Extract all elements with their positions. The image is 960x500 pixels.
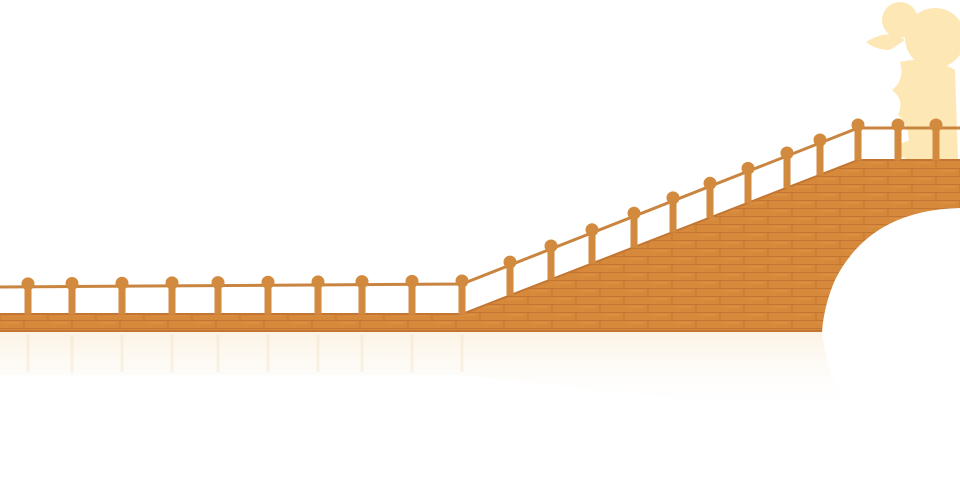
- character-silhouette: [866, 2, 960, 160]
- railing-post-cap: [115, 276, 129, 290]
- railing-post-cap: [165, 276, 179, 290]
- water-reflection: [0, 332, 850, 412]
- railing-post-cap: [405, 274, 419, 288]
- railing-post-cap: [455, 274, 469, 288]
- railing-post-cap: [261, 275, 275, 289]
- railing-post-cap: [627, 206, 641, 220]
- railing-post-cap: [211, 276, 225, 290]
- brick-bridge: [0, 160, 960, 332]
- bridge-railing: [0, 118, 960, 315]
- railing-post-cap: [544, 239, 558, 253]
- railing-post-cap: [355, 275, 369, 289]
- railing-post-cap: [21, 277, 35, 291]
- railing-post-cap: [703, 176, 717, 190]
- railing-post-cap: [666, 191, 680, 205]
- railing-post-cap: [813, 133, 827, 147]
- railing-post-cap: [503, 255, 517, 269]
- railing-post-cap: [929, 118, 943, 132]
- railing-post-cap: [311, 275, 325, 289]
- railing-post-cap: [780, 146, 794, 160]
- railing-post-cap: [741, 161, 755, 175]
- railing-post-cap: [65, 277, 79, 291]
- railing-post-cap: [891, 118, 905, 132]
- railing-post-cap: [851, 118, 865, 132]
- railing-post-cap: [585, 223, 599, 237]
